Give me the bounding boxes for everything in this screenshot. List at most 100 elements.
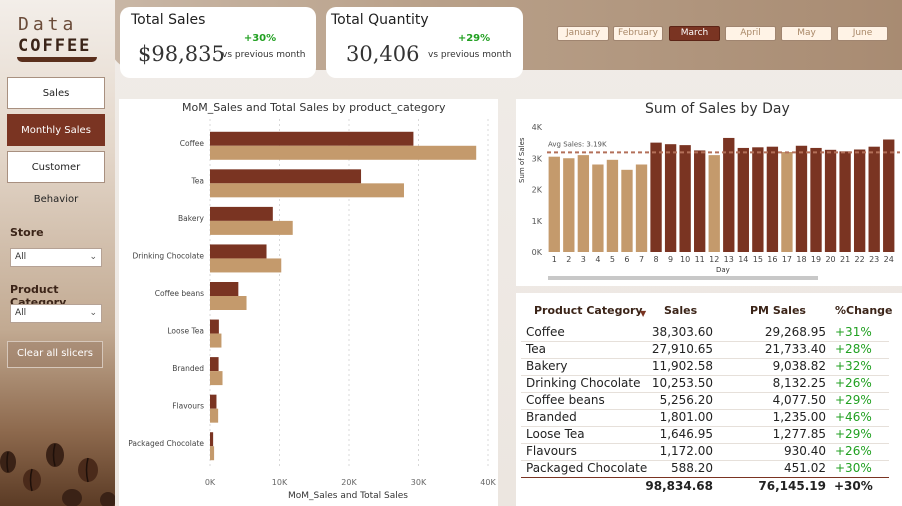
- category-chart-title: MoM_Sales and Total Sales by product_cat…: [182, 101, 446, 114]
- month-button-january[interactable]: January: [557, 26, 609, 41]
- day-bar: [737, 147, 749, 252]
- day-bar: [679, 145, 691, 252]
- pm-sales-cell: 451.02: [784, 461, 826, 475]
- sales-cell: 1,172.00: [659, 444, 713, 458]
- category-cell: Drinking Chocolate: [526, 376, 641, 390]
- pm-sales-cell: 930.40: [784, 444, 826, 458]
- table-header-sales[interactable]: Sales: [664, 304, 698, 317]
- coffee-beans-image: [0, 443, 115, 506]
- chevron-down-icon: ⌄: [89, 252, 97, 262]
- nav-sales-button[interactable]: Sales: [7, 77, 105, 109]
- category-label: Flavours: [172, 402, 204, 411]
- day-bar: [650, 142, 662, 252]
- store-dropdown-value: All: [15, 252, 27, 262]
- x-tick-label: 0K: [205, 478, 216, 487]
- x-tick-label: 40K: [480, 478, 496, 487]
- x-tick-label: 20K: [341, 478, 357, 487]
- x-tick-label: 21: [840, 255, 850, 264]
- day-bar: [606, 159, 619, 252]
- table-header-category[interactable]: Product Category: [534, 304, 643, 317]
- clear-slicers-button[interactable]: Clear all slicers: [7, 341, 103, 368]
- sales-bar: [210, 333, 222, 348]
- x-tick-label: 15: [753, 255, 763, 264]
- change-cell: +30%: [835, 461, 872, 475]
- category-dropdown[interactable]: All ⌄: [10, 304, 102, 323]
- y-tick-label: 1K: [532, 217, 543, 226]
- day-bar: [664, 144, 677, 252]
- change-cell: +26%: [835, 376, 872, 390]
- x-tick-label: 10K: [272, 478, 288, 487]
- sales-cell: 27,910.65: [651, 342, 713, 356]
- x-tick-label: 16: [767, 255, 777, 264]
- month-button-april[interactable]: April: [725, 26, 776, 41]
- category-cell: Tea: [526, 342, 547, 356]
- category-cell: Branded: [526, 410, 577, 424]
- day-bar: [548, 156, 560, 252]
- total-sales-cell: 98,834.68: [645, 479, 713, 493]
- ylabel-text: Sum of Sales: [518, 137, 526, 183]
- sales-cell: 1,801.00: [659, 410, 713, 424]
- nav-customer-behavior-button[interactable]: Customer Behavior: [7, 151, 105, 205]
- day-bar: [824, 149, 837, 252]
- pm-sales-cell: 1,277.85: [772, 427, 826, 441]
- change-cell: +26%: [835, 444, 872, 458]
- x-tick-label: 22: [855, 255, 865, 264]
- day-bar: [708, 155, 720, 252]
- sort-desc-icon[interactable]: ▼: [640, 309, 647, 318]
- table-total-row: 98,834.68 76,145.19 +30%: [521, 477, 889, 495]
- total-sales-card: Total Sales $98,835 +30% vs previous mon…: [120, 7, 316, 78]
- x-tick-label: 8: [654, 255, 659, 264]
- day-bar: [592, 164, 604, 252]
- sales-bar: [210, 220, 293, 235]
- total-quantity-card: Total Quantity 30,406 +29% vs previous m…: [326, 7, 523, 78]
- table-header-pm-sales[interactable]: PM Sales: [750, 304, 806, 317]
- x-tick-label: 11: [695, 255, 705, 264]
- x-tick-label: 1: [552, 255, 557, 264]
- day-bar: [621, 169, 633, 252]
- day-bar: [839, 151, 851, 252]
- x-tick-label: 10: [680, 255, 690, 264]
- pm-sales-cell: 1,235.00: [772, 410, 826, 424]
- horizontal-scrollbar[interactable]: [548, 276, 818, 280]
- total-sales-change: +30%: [243, 33, 277, 44]
- day-chart-xlabel: Day: [716, 266, 730, 274]
- table-row: Packaged Chocolate 588.20 451.02 +30%: [521, 460, 889, 478]
- month-button-june[interactable]: June: [837, 26, 888, 41]
- x-tick-label: 23: [869, 255, 879, 264]
- pm-sales-cell: 9,038.82: [772, 359, 826, 373]
- y-tick-label: 3K: [532, 154, 543, 163]
- category-dropdown-value: All: [15, 308, 27, 318]
- day-bar: [868, 146, 880, 252]
- category-cell: Coffee: [526, 325, 565, 339]
- category-chart-xlabel: MoM_Sales and Total Sales: [288, 491, 408, 501]
- sidebar: Data COFFEE Sales Monthly Sales Customer…: [0, 0, 115, 506]
- logo-title: Data: [18, 14, 78, 35]
- total-pm-sales-cell: 76,145.19: [758, 479, 826, 493]
- category-cell: Loose Tea: [526, 427, 585, 441]
- total-sales-value: $98,835: [138, 42, 225, 66]
- category-label: Branded: [172, 364, 204, 373]
- pm-sales-cell: 21,733.40: [764, 342, 826, 356]
- pm-sales-bar: [210, 282, 239, 296]
- pm-sales-cell: 29,268.95: [764, 325, 826, 339]
- month-button-february[interactable]: February: [613, 26, 663, 41]
- store-dropdown[interactable]: All ⌄: [10, 248, 102, 267]
- table-row: Flavours 1,172.00 930.40 +26%: [521, 443, 889, 461]
- day-bar: [577, 155, 590, 252]
- pm-sales-cell: 4,077.50: [772, 393, 826, 407]
- table-row: Coffee beans 5,256.20 4,077.50 +29%: [521, 392, 889, 410]
- month-button-march[interactable]: March: [669, 26, 720, 41]
- x-tick-label: 12: [709, 255, 719, 264]
- pm-sales-bar: [210, 206, 273, 221]
- category-cell: Flavours: [526, 444, 577, 458]
- x-tick-label: 20: [825, 255, 835, 264]
- y-tick-label: 4K: [532, 123, 543, 132]
- nav-monthly-sales-button[interactable]: Monthly Sales: [7, 114, 105, 146]
- table-header-change[interactable]: %Change: [835, 304, 893, 317]
- day-bar: [694, 150, 706, 252]
- sales-cell: 5,256.20: [659, 393, 713, 407]
- category-cell: Packaged Chocolate: [526, 461, 648, 475]
- day-bar: [781, 152, 793, 252]
- month-button-may[interactable]: May: [781, 26, 832, 41]
- x-tick-label: 17: [782, 255, 792, 264]
